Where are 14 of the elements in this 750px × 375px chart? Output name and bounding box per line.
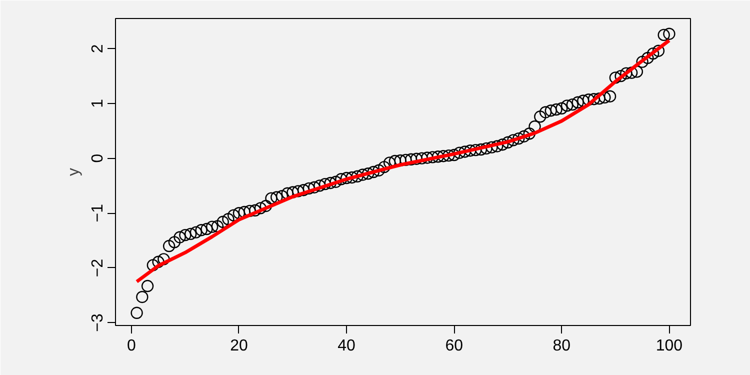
x-tick-label: 100 [656, 338, 683, 354]
y-tick-label: 0 [90, 154, 106, 163]
x-tick-label: 20 [230, 338, 248, 354]
y-tick-label: 2 [90, 44, 106, 54]
y-axis-title: y [66, 168, 82, 176]
y-tick-label: −3 [90, 314, 106, 332]
x-tick-label: 60 [445, 338, 464, 354]
y-tick-label: −1 [90, 204, 106, 222]
x-tick-label: 40 [338, 338, 356, 354]
line-series [135, 38, 671, 284]
x-tick-label: 0 [126, 338, 136, 354]
x-tick-label: 80 [552, 338, 571, 354]
y-tick-label: 1 [90, 98, 106, 108]
y-tick-label: −2 [90, 258, 106, 278]
